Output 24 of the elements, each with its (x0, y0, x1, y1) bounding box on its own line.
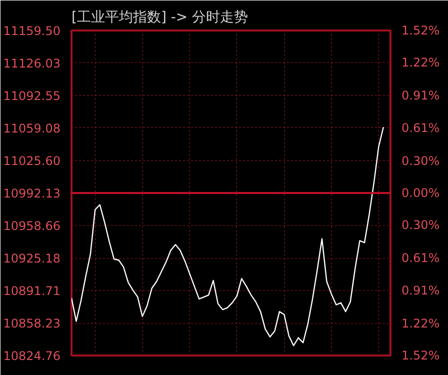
y2-tick-label: 0.91% (402, 283, 440, 298)
y-tick-label: 10925.18 (3, 252, 61, 266)
y-tick-label: 10992.13 (3, 186, 61, 200)
y-tick-label: 10824.76 (3, 349, 61, 363)
y2-tick-label: 1.22% (402, 316, 440, 330)
y-tick-label: 10958.66 (3, 218, 61, 233)
y2-tick-label: 0.61% (402, 120, 440, 135)
y-tick-label: 11126.03 (3, 56, 61, 70)
y-tick-label: 11025.60 (3, 154, 61, 168)
line-series (72, 126, 384, 346)
y-tick-label: 11092.55 (3, 89, 61, 103)
y-tick-label: 11159.50 (3, 24, 61, 38)
y2-tick-label: 0.91% (402, 88, 440, 103)
y-tick-label: 11059.08 (3, 122, 61, 136)
y2-tick-label: 1.22% (402, 56, 440, 70)
y-tick-label: 10858.23 (3, 316, 61, 331)
y2-tick-label: 1.52% (402, 24, 440, 38)
y2-tick-label: 0.30% (402, 154, 440, 168)
y2-tick-label: 0.61% (402, 251, 440, 266)
y-tick-label: 10891.71 (3, 284, 61, 298)
y2-tick-label: 1.52% (402, 348, 440, 362)
y2-tick-label: 0.00% (402, 186, 440, 200)
y2-tick-label: 0.30% (402, 218, 440, 232)
chart-title: [工业平均指数] -> 分时走势 (72, 10, 248, 26)
